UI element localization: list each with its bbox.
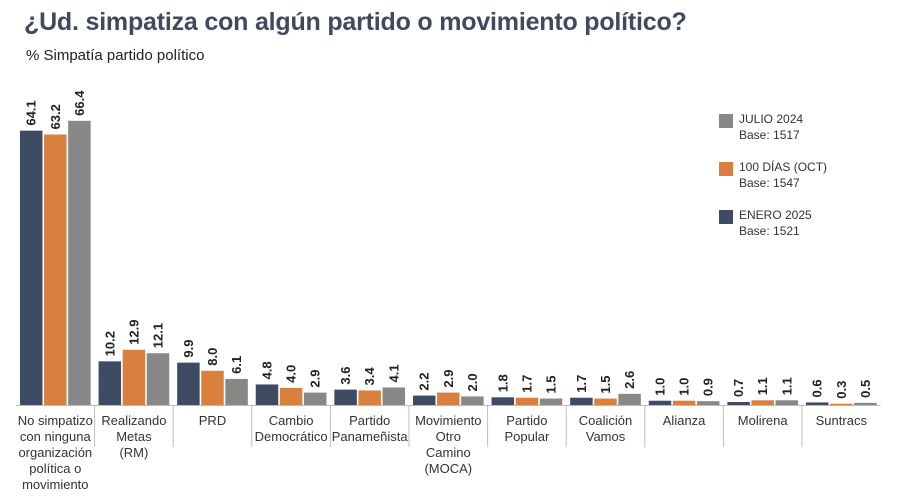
- data-label: 66.4: [72, 90, 87, 116]
- data-label: 2.6: [622, 371, 637, 389]
- bar-enero: [570, 397, 593, 405]
- bar-julio: [225, 378, 248, 405]
- category-label: Alianza: [663, 413, 706, 428]
- data-label: 2.9: [441, 370, 456, 388]
- bar-julio: [461, 396, 484, 405]
- legend-base: Base: 1521: [739, 224, 800, 238]
- data-label: 1.0: [677, 378, 692, 396]
- bar-oct: [44, 134, 67, 405]
- bar-oct: [594, 398, 617, 405]
- data-label: 2.2: [417, 373, 432, 391]
- data-label: 2.0: [465, 373, 480, 391]
- data-label: 1.1: [755, 377, 770, 395]
- data-label: 2.9: [308, 370, 323, 388]
- bar-julio: [775, 400, 799, 405]
- data-label: 0.9: [701, 378, 716, 396]
- bar-enero: [648, 400, 672, 405]
- legend-series-name: 100 DÍAS (OCT): [739, 159, 827, 174]
- bar-julio: [539, 398, 563, 405]
- bar-julio: [303, 392, 327, 405]
- category-label: Suntracs: [816, 413, 868, 428]
- bar-oct: [515, 397, 539, 405]
- category-label: No simpatizo con ninguna organización polít…: [18, 413, 93, 492]
- data-label: 1.0: [653, 378, 668, 396]
- data-label: 1.5: [598, 376, 613, 394]
- data-label: 4.8: [260, 361, 275, 379]
- data-label: 4.0: [284, 365, 299, 383]
- bar-enero: [412, 395, 436, 405]
- chart-subtitle: % Simpatía partido político: [26, 47, 205, 64]
- bar-julio: [618, 393, 641, 405]
- category-label: Movimiento Otro Camino (MOCA): [415, 413, 481, 476]
- data-label: 1.1: [779, 377, 794, 395]
- bar-enero: [255, 384, 279, 405]
- data-label: 12.9: [126, 319, 141, 344]
- legend-base: Base: 1517: [739, 128, 800, 142]
- category-label: Cambio Democrático: [255, 413, 328, 444]
- bar-enero: [727, 402, 750, 405]
- bar-oct: [437, 392, 460, 405]
- data-label: 1.5: [544, 376, 559, 394]
- legend-swatch-enero: [719, 210, 733, 224]
- bar-julio: [68, 120, 91, 406]
- data-label: 64.1: [24, 100, 39, 125]
- bar-oct: [672, 400, 696, 405]
- category-label: Partido Popular: [504, 413, 549, 444]
- data-label: 1.7: [574, 375, 589, 393]
- data-label: 1.7: [519, 375, 534, 393]
- data-label: 4.1: [386, 364, 401, 382]
- legend-series-name: JULIO 2024: [739, 112, 803, 126]
- category-label: Partido Panameñista: [332, 413, 409, 444]
- bar-julio: [382, 387, 406, 405]
- data-label: 3.6: [338, 367, 353, 385]
- legend-swatch-julio: [719, 114, 733, 128]
- data-label: 6.1: [229, 356, 244, 374]
- category-label: Molirena: [738, 413, 789, 428]
- data-label: 9.9: [181, 340, 196, 358]
- bar-julio: [854, 402, 877, 405]
- legend-base: Base: 1547: [739, 176, 800, 190]
- data-label: 12.1: [151, 323, 166, 348]
- bar-oct: [122, 349, 146, 405]
- bar-enero: [19, 130, 43, 406]
- data-label: 10.2: [102, 331, 117, 356]
- legend-swatch-oct: [719, 162, 733, 176]
- bar-julio: [146, 353, 170, 405]
- data-label: 3.4: [362, 367, 377, 386]
- bar-enero: [805, 402, 829, 405]
- bar-enero: [98, 361, 122, 405]
- data-label: 1.8: [495, 374, 510, 392]
- data-label: 8.0: [205, 348, 220, 366]
- bar-enero: [177, 362, 200, 405]
- category-label: PRD: [199, 413, 226, 428]
- bar-oct: [358, 390, 381, 405]
- data-label: 0.6: [810, 379, 825, 397]
- bar-enero: [491, 397, 515, 405]
- data-label: 0.5: [858, 380, 873, 398]
- bar-oct: [279, 387, 303, 405]
- bar-oct: [751, 400, 774, 405]
- category-label: Realizando Metas (RM): [101, 413, 166, 460]
- data-label: 0.7: [731, 379, 746, 397]
- bar-enero: [334, 389, 357, 405]
- data-label: 63.2: [48, 104, 63, 129]
- bar-julio: [696, 401, 720, 405]
- bar-oct: [830, 403, 853, 405]
- category-label: Coalición Vamos: [579, 413, 632, 444]
- data-label: 0.3: [834, 381, 849, 399]
- chart-title: ¿Ud. simpatiza con algún partido o movim…: [24, 8, 687, 36]
- legend-series-name: ENERO 2025: [739, 208, 812, 222]
- bar-oct: [201, 370, 224, 405]
